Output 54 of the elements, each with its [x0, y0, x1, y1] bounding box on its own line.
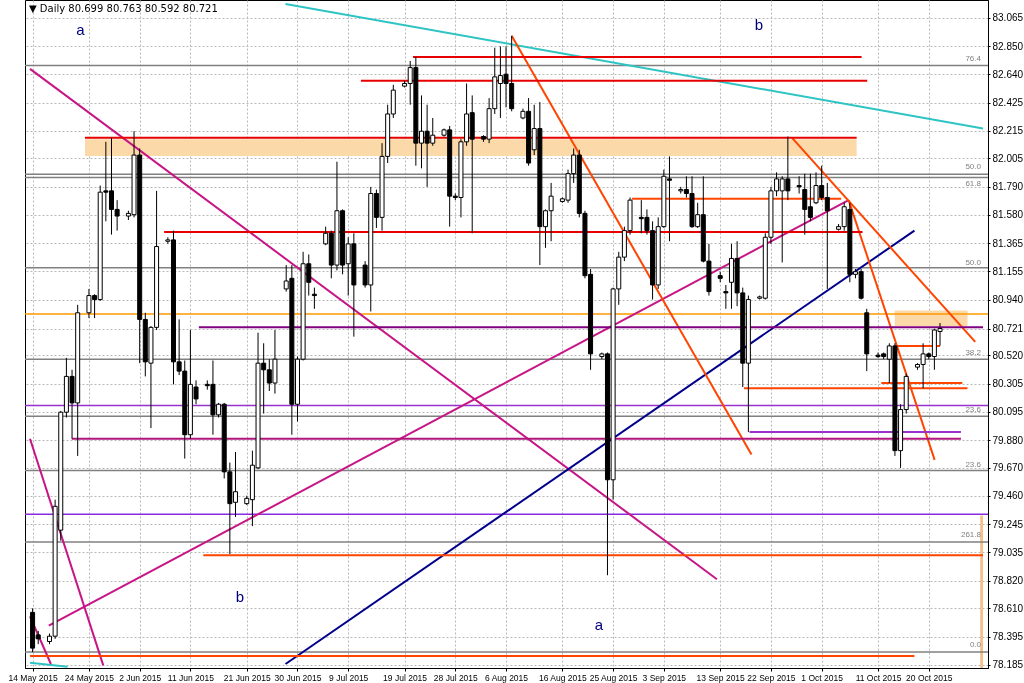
y-tick-label: 79.880: [992, 434, 1024, 446]
annotation: 61.8: [965, 179, 982, 188]
y-tick-label: 80.721: [992, 323, 1024, 335]
annotation: a: [594, 616, 604, 633]
annotation: a: [76, 21, 86, 38]
annotation: 50.0: [965, 162, 982, 171]
y-tick-label: 79.245: [992, 518, 1024, 530]
x-tick-label: 1 Oct 2015: [801, 672, 844, 683]
annotation: 38.2: [965, 348, 982, 357]
y-tick-label: 78.395: [992, 631, 1024, 643]
annotation: 50.0: [965, 258, 982, 267]
y-tick-label: 82.215: [992, 125, 1024, 137]
annotation: 23.6: [965, 460, 982, 469]
y-tick-label: 82.425: [992, 97, 1024, 109]
chart-title: ▼ Daily 80.699 80.763 80.592 80.721: [29, 3, 218, 14]
y-tick-label: 82.850: [992, 40, 1024, 52]
y-tick-label: 81.790: [992, 181, 1024, 193]
annotation: 76.4: [965, 54, 982, 63]
x-tick-label: 19 Jul 2015: [383, 672, 428, 683]
y-tick-label: 79.670: [992, 462, 1024, 474]
annotation: b: [235, 588, 245, 605]
y-tick-label: 78.820: [992, 575, 1024, 587]
y-tick-label: 82.640: [992, 68, 1024, 80]
y-tick-label: 79.035: [992, 546, 1024, 558]
x-tick-label: 9 Jul 2015: [329, 672, 369, 683]
x-tick-label: 24 May 2015: [64, 672, 115, 683]
x-tick-label: 20 Oct 2015: [906, 672, 953, 683]
y-tick-label: 78.610: [992, 602, 1024, 614]
annotation: b: [754, 16, 764, 33]
y-tick-label: 80.305: [992, 378, 1024, 390]
y-tick-label: 80.520: [992, 349, 1024, 361]
x-tick-label: 16 Aug 2015: [539, 672, 588, 683]
x-tick-label: 14 May 2015: [8, 672, 58, 683]
x-tick-label: 13 Sep 2015: [696, 672, 746, 683]
y-tick-label: 78.185: [992, 659, 1024, 671]
y-tick-label: 80.095: [992, 406, 1024, 418]
x-tick-label: 28 Jul 2015: [433, 672, 479, 683]
y-tick-label: 81.155: [992, 265, 1024, 277]
y-tick-label: 83.065: [992, 12, 1024, 24]
x-tick-label: 25 Aug 2015: [589, 672, 638, 683]
x-tick-label: 21 Jun 2015: [223, 672, 271, 683]
x-tick-label: 30 Jun 2015: [274, 672, 322, 683]
x-tick-label: 11 Jun 2015: [167, 672, 215, 683]
y-tick-label: 80.940: [992, 294, 1024, 306]
x-tick-label: 2 Jun 2015: [119, 672, 162, 683]
x-tick-label: 3 Sep 2015: [642, 672, 687, 683]
y-tick-label: 81.365: [992, 237, 1024, 249]
y-tick-label: 82.005: [992, 152, 1024, 164]
x-tick-label: 22 Sep 2015: [747, 672, 796, 683]
x-tick-label: 11 Oct 2015: [855, 672, 902, 683]
x-tick-label: 6 Aug 2015: [485, 672, 529, 683]
y-tick-label: 81.580: [992, 209, 1024, 221]
y-tick-label: 79.460: [992, 490, 1024, 502]
annotation: 23.6: [965, 405, 982, 414]
